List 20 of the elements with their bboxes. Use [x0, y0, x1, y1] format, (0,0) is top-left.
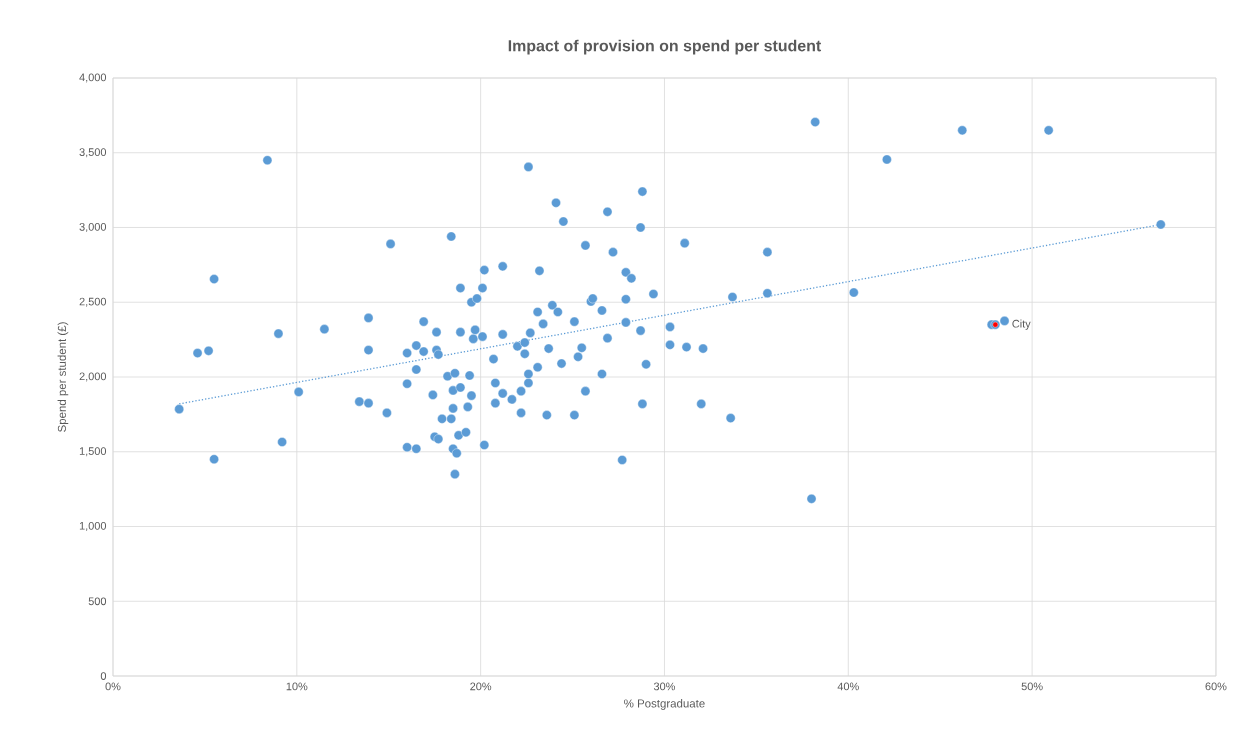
x-tick-label: 30%	[653, 682, 676, 691]
y-tick-label: 2,000	[79, 372, 107, 382]
annotation: City	[1012, 319, 1031, 330]
x-tick-label: 60%	[1205, 682, 1227, 691]
y-tick-label: 2,500	[79, 297, 107, 307]
y-axis-title: Spend per student (£)	[57, 322, 69, 432]
y-tick-label: 500	[88, 597, 107, 606]
x-tick-label: 10%	[286, 682, 308, 691]
y-tick-label: 4,000	[79, 73, 107, 83]
y-tick-label: 0	[100, 672, 107, 680]
y-tick-label: 3,000	[79, 222, 107, 233]
x-tick-label: 0%	[105, 682, 121, 691]
chart-title: Impact of provision on spend per student	[508, 39, 822, 55]
x-tick-label: 40%	[837, 682, 859, 691]
x-axis-title: % Postgraduate	[624, 699, 705, 710]
y-tick-label: 1,500	[79, 447, 107, 457]
y-tick-label: 3,500	[79, 148, 107, 158]
y-tick-label: 1,000	[79, 521, 107, 532]
x-tick-label: 50%	[1021, 682, 1043, 691]
x-tick-label: 20%	[470, 682, 492, 691]
